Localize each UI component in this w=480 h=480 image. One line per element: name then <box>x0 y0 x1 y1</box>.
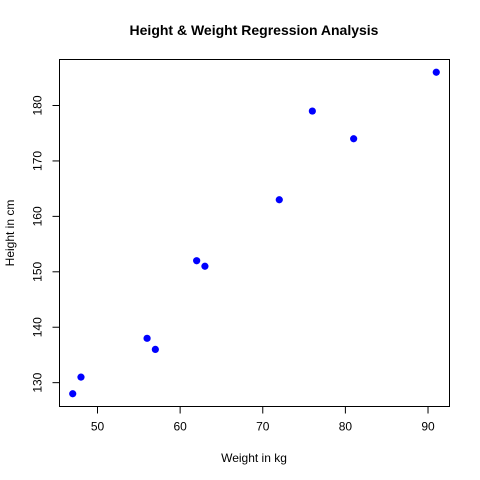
data-point <box>193 257 201 265</box>
x-tick-label: 90 <box>421 420 435 434</box>
data-point <box>69 390 77 398</box>
data-point <box>432 68 440 76</box>
x-tick-label: 60 <box>173 420 187 434</box>
data-point <box>151 345 159 354</box>
data-point <box>77 373 85 381</box>
x-tick-label: 50 <box>91 420 105 434</box>
data-point <box>308 107 316 115</box>
y-tick-label: 160 <box>31 206 45 226</box>
y-tick-label: 140 <box>31 317 45 337</box>
x-tick-label: 70 <box>256 420 270 434</box>
plot-frame <box>59 59 450 407</box>
data-point <box>201 262 209 270</box>
data-point <box>143 334 151 342</box>
y-tick-label: 180 <box>31 95 45 115</box>
x-axis: 50 60 70 80 90 <box>91 406 435 434</box>
y-tick-label: 130 <box>31 372 45 392</box>
x-tick-label: 80 <box>339 420 353 434</box>
data-point <box>350 135 358 143</box>
data-point <box>275 196 283 204</box>
chart-title: Height & Weight Regression Analysis <box>130 22 379 38</box>
x-axis-label: Weight in kg <box>221 451 287 465</box>
y-tick-label: 150 <box>31 261 45 281</box>
y-tick-label: 170 <box>31 151 45 171</box>
y-axis-label: Height in cm <box>3 200 17 267</box>
data-points <box>69 68 440 398</box>
y-axis: 130 140 150 160 170 180 <box>31 95 60 393</box>
